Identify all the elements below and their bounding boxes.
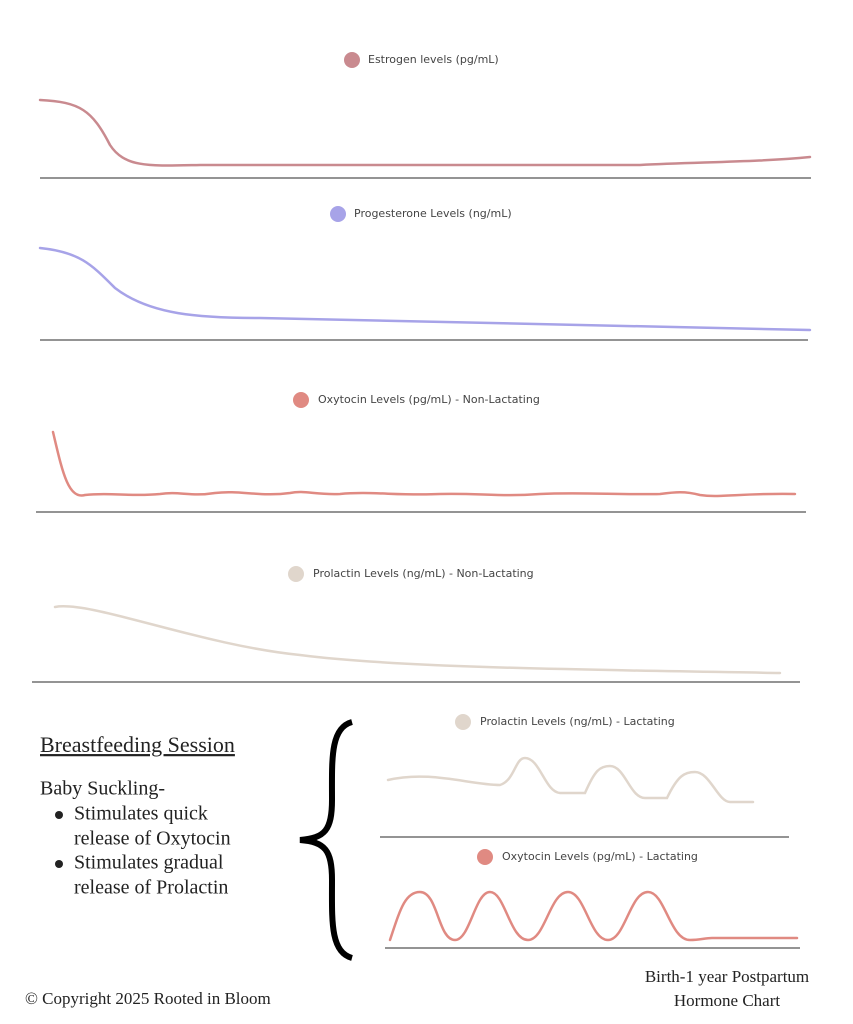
bullet-text: Stimulates quick [74,803,208,825]
curve [53,605,782,675]
legend-dot [288,566,304,582]
panel-label: Progesterone Levels (ng/mL) [354,207,512,220]
panel-label: Oxytocin Levels (pg/mL) - Non-Lactating [318,393,540,406]
panel-label: Prolactin Levels (ng/mL) - Lactating [480,715,675,728]
legend-dot [293,392,309,408]
legend-dot [344,52,360,68]
bullet-text: Stimulates gradual [74,852,224,874]
session-intro: Baby Suckling- [40,778,165,800]
curve [386,756,755,804]
curve [51,430,797,498]
legend-dot [455,714,471,730]
curve [388,890,799,942]
bullet [55,811,63,819]
bullet-text: release of Prolactin [74,877,228,899]
caption: Birth-1 year Postpartum [645,967,809,986]
bullet-text: release of Oxytocin [74,828,231,850]
session-title: Breastfeeding Session [40,732,235,757]
legend-dot [330,206,346,222]
panel-label: Estrogen levels (pg/mL) [368,53,499,66]
bullet [55,860,63,868]
curve [38,98,812,167]
legend-dot [477,849,493,865]
caption: Hormone Chart [674,991,781,1010]
panel-label: Prolactin Levels (ng/mL) - Non-Lactating [313,567,534,580]
brace [299,719,354,961]
copyright: © Copyright 2025 Rooted in Bloom [25,989,271,1008]
panel-label: Oxytocin Levels (pg/mL) - Lactating [502,850,698,863]
curve [38,246,812,332]
